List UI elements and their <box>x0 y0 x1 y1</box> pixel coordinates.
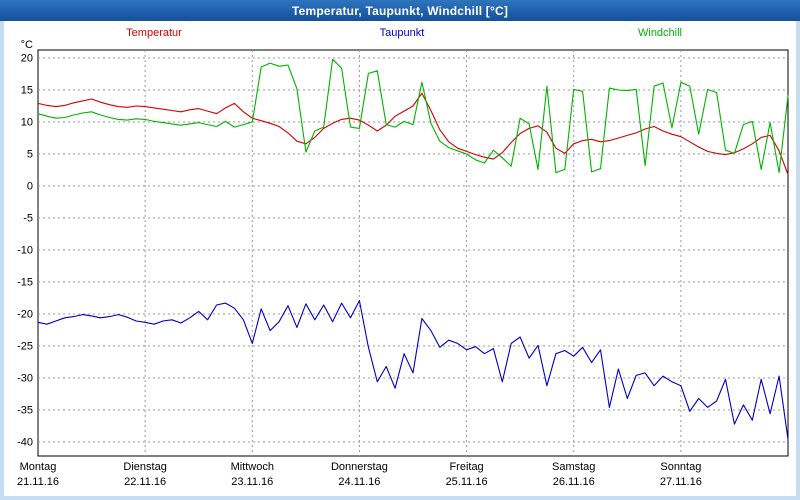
y-tick-label: -25 <box>17 341 33 353</box>
window-titlebar[interactable]: Temperatur, Taupunkt, Windchill [°C] <box>0 0 800 21</box>
y-tick-label: 0 <box>27 181 33 193</box>
x-date-label: 23.11.16 <box>231 476 273 488</box>
x-day-label: Donnerstag <box>331 461 388 473</box>
y-axis-unit: °C <box>21 39 33 51</box>
x-date-label: 25.11.16 <box>446 476 488 488</box>
x-date-label: 21.11.16 <box>17 476 59 488</box>
x-date-label: 26.11.16 <box>553 476 595 488</box>
y-tick-label: -35 <box>17 405 33 417</box>
x-date-label: 24.11.16 <box>338 476 380 488</box>
series-windchill-line <box>37 58 789 174</box>
chart-legend: Temperatur Taupunkt Windchill <box>4 27 796 41</box>
y-tick-label: -30 <box>17 373 33 385</box>
y-tick-label: 5 <box>27 149 33 161</box>
series-temperatur-line <box>37 92 789 176</box>
legend-windchill: Windchill <box>637 27 683 39</box>
y-tick-label: -15 <box>17 277 33 289</box>
y-tick-label: -40 <box>17 437 33 449</box>
window-title: Temperatur, Taupunkt, Windchill [°C] <box>291 3 509 18</box>
x-day-label: Sonntag <box>660 461 701 473</box>
chart-panel: Temperatur Taupunkt Windchill 20 15 10 5 0 -5… <box>4 21 796 496</box>
y-tick-label: -20 <box>17 309 33 321</box>
y-tick-label: 15 <box>21 85 33 97</box>
x-day-label: Montag <box>20 461 57 473</box>
plot-area <box>37 49 789 457</box>
x-day-label: Samstag <box>552 461 595 473</box>
x-date-label: 22.11.16 <box>124 476 166 488</box>
y-tick-label: -10 <box>17 245 33 257</box>
legend-temperatur: Temperatur <box>126 27 182 39</box>
chart-canvas: 20 15 10 5 0 -5 -10 -15 -20 -25 -30 -35 -40 °C Montag 2… <box>17 39 789 488</box>
y-tick-label: 10 <box>21 117 33 129</box>
x-day-label: Freitag <box>449 461 483 473</box>
y-tick-label: -5 <box>23 213 33 225</box>
x-day-label: Dienstag <box>123 461 166 473</box>
x-date-label: 27.11.16 <box>660 476 702 488</box>
legend-taupunkt: Taupunkt <box>379 27 425 39</box>
series-taupunkt-line <box>37 300 789 440</box>
x-day-label: Mittwoch <box>231 461 274 473</box>
y-tick-label: 20 <box>21 53 33 65</box>
